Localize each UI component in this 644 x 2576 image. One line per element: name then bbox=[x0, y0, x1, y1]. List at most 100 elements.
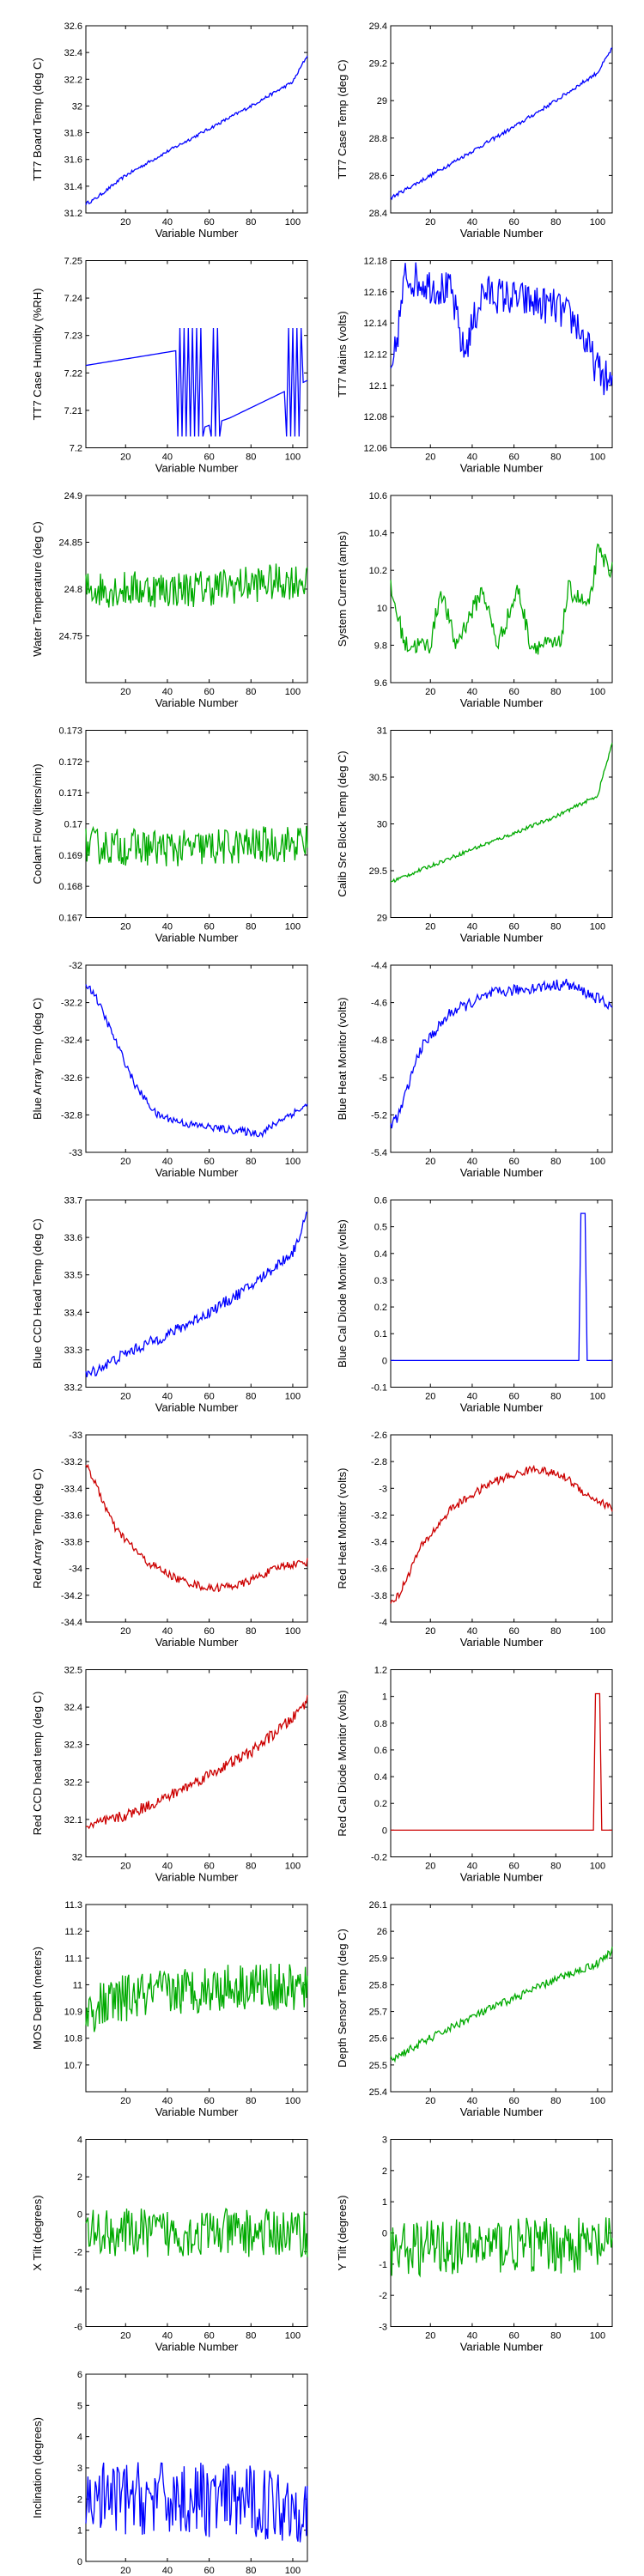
y-tick-label: -32.4 bbox=[61, 1036, 82, 1046]
x-tick-label: 40 bbox=[467, 217, 477, 228]
y-tick-label: 2 bbox=[382, 2166, 387, 2177]
x-tick-label: 100 bbox=[590, 2331, 605, 2342]
x-tick-label: 40 bbox=[467, 2096, 477, 2106]
x-tick-label: 40 bbox=[162, 687, 173, 697]
y-tick-label: 33.6 bbox=[64, 1233, 82, 1243]
y-tick-label: 10.6 bbox=[369, 491, 387, 501]
y-axis-label: TT7 Case Humidity (%RH) bbox=[31, 289, 44, 421]
x-tick-label: 100 bbox=[285, 922, 301, 933]
y-tick-label: 11 bbox=[73, 1980, 82, 1990]
y-tick-label: 32.2 bbox=[64, 75, 82, 85]
y-tick-label: 29 bbox=[377, 914, 387, 924]
y-axis-label: Blue Heat Monitor (volts) bbox=[336, 997, 349, 1120]
x-tick-label: 60 bbox=[508, 1626, 519, 1637]
x-tick-label: 40 bbox=[162, 1862, 173, 1872]
y-tick-label: -33.6 bbox=[61, 1510, 82, 1521]
y-tick-label: -4 bbox=[74, 2285, 82, 2295]
x-tick-label: 100 bbox=[590, 922, 605, 933]
plot-frame bbox=[85, 495, 308, 683]
y-tick-label: -4.4 bbox=[371, 961, 387, 971]
y-tick-label: 29.4 bbox=[369, 21, 387, 32]
y-tick-label: 7.21 bbox=[64, 406, 82, 416]
x-tick-label: 100 bbox=[285, 2566, 301, 2576]
series-line bbox=[390, 543, 613, 655]
y-axis-label: MOS Depth (meters) bbox=[31, 1947, 44, 2050]
x-tick-label: 60 bbox=[204, 1157, 214, 1167]
y-tick-label: 12.14 bbox=[363, 319, 387, 329]
x-tick-label: 60 bbox=[204, 1626, 214, 1637]
y-tick-label: 7.2 bbox=[70, 444, 82, 454]
chart-panel: 10.7 10.8 10.9 11 11.1 11.2 11.3 20 40 60 80 100 Var… bbox=[31, 1900, 308, 2118]
x-tick-label: 100 bbox=[285, 1626, 301, 1637]
y-tick-label: -32.6 bbox=[61, 1073, 82, 1084]
x-tick-label: 80 bbox=[246, 2566, 256, 2576]
plot-frame bbox=[85, 2139, 308, 2327]
series-line bbox=[85, 1695, 308, 1830]
y-axis-label: Calib Src Block Temp (deg C) bbox=[336, 750, 349, 896]
x-tick-label: 80 bbox=[550, 1862, 561, 1872]
y-tick-label: 1 bbox=[382, 1692, 387, 1703]
x-tick-label: 40 bbox=[162, 217, 173, 228]
x-axis-label: Variable Number bbox=[460, 1871, 544, 1884]
x-tick-label: 80 bbox=[550, 217, 561, 228]
y-tick-label: 4 bbox=[77, 2433, 82, 2443]
x-tick-label: 100 bbox=[590, 217, 605, 228]
y-tick-label: 11.1 bbox=[64, 1953, 82, 1964]
x-tick-label: 20 bbox=[425, 922, 435, 933]
x-tick-label: 100 bbox=[590, 1157, 605, 1167]
y-tick-label: 33.7 bbox=[64, 1196, 82, 1206]
x-tick-label: 100 bbox=[590, 687, 605, 697]
x-tick-label: 80 bbox=[246, 687, 256, 697]
plot-frame bbox=[85, 25, 308, 214]
x-axis-label: Variable Number bbox=[155, 2341, 239, 2354]
x-tick-label: 40 bbox=[467, 453, 477, 463]
y-tick-label: -4.6 bbox=[371, 999, 387, 1009]
chart-panel: -33 -32.8 -32.6 -32.4 -32.2 -32 20 40 60 80 100 Var… bbox=[31, 961, 308, 1179]
chart-panel: 31.2 31.4 31.6 31.8 32 32.2 32.4 32.6 20 40 60 80 10… bbox=[31, 21, 308, 240]
x-axis-label: Variable Number bbox=[155, 1166, 239, 1179]
y-tick-label: -1 bbox=[379, 2260, 387, 2270]
plot-frame bbox=[85, 1904, 308, 2093]
plot-frame bbox=[390, 1434, 613, 1623]
y-tick-label: 24.85 bbox=[58, 538, 82, 549]
x-tick-label: 20 bbox=[120, 2566, 131, 2576]
x-tick-label: 20 bbox=[425, 217, 435, 228]
y-tick-label: -5.4 bbox=[371, 1148, 387, 1158]
series-line bbox=[85, 1963, 308, 2032]
chart-panel: 9.6 9.8 10 10.2 10.4 10.6 20 40 60 80 100 Variable … bbox=[336, 491, 613, 709]
x-axis-label: Variable Number bbox=[155, 1401, 239, 1414]
y-tick-label: 10.4 bbox=[369, 529, 387, 539]
y-tick-label: 33.3 bbox=[64, 1346, 82, 1356]
x-axis-label: Variable Number bbox=[460, 2341, 544, 2354]
y-tick-label: 10 bbox=[377, 604, 387, 614]
x-axis-label: Variable Number bbox=[460, 462, 544, 475]
x-tick-label: 60 bbox=[204, 2331, 214, 2342]
x-tick-label: 20 bbox=[120, 687, 131, 697]
x-tick-label: 100 bbox=[285, 453, 301, 463]
y-tick-label: 11.3 bbox=[64, 1900, 82, 1911]
x-tick-label: 60 bbox=[508, 687, 519, 697]
chart-panel: 0.167 0.168 0.169 0.17 0.171 0.172 0.173 20 40 60… bbox=[31, 726, 308, 945]
plot-frame bbox=[390, 964, 613, 1153]
y-tick-label: 0 bbox=[77, 2557, 82, 2567]
y-tick-label: 32.4 bbox=[64, 48, 82, 58]
x-tick-label: 40 bbox=[467, 1626, 477, 1637]
x-tick-label: 80 bbox=[550, 2331, 561, 2342]
x-tick-label: 80 bbox=[550, 1392, 561, 1402]
x-tick-label: 20 bbox=[120, 2331, 131, 2342]
y-tick-label: 2 bbox=[77, 2172, 82, 2183]
y-axis-label: System Current (amps) bbox=[336, 532, 349, 647]
y-tick-label: 0.4 bbox=[374, 1249, 387, 1260]
y-tick-label: 33.5 bbox=[64, 1271, 82, 1281]
plot-frame bbox=[85, 2373, 308, 2562]
x-tick-label: 40 bbox=[162, 922, 173, 933]
x-tick-label: 80 bbox=[246, 453, 256, 463]
plot-frame bbox=[390, 730, 613, 918]
series-line bbox=[85, 2462, 308, 2543]
chart-panel: 012345620406080100Variable NumberInclina… bbox=[31, 2370, 308, 2576]
y-tick-label: 3 bbox=[77, 2464, 82, 2474]
y-tick-label: 33.2 bbox=[64, 1383, 82, 1394]
y-tick-label: -6 bbox=[74, 2323, 82, 2333]
x-tick-label: 40 bbox=[162, 453, 173, 463]
y-tick-label: -2 bbox=[74, 2247, 82, 2257]
